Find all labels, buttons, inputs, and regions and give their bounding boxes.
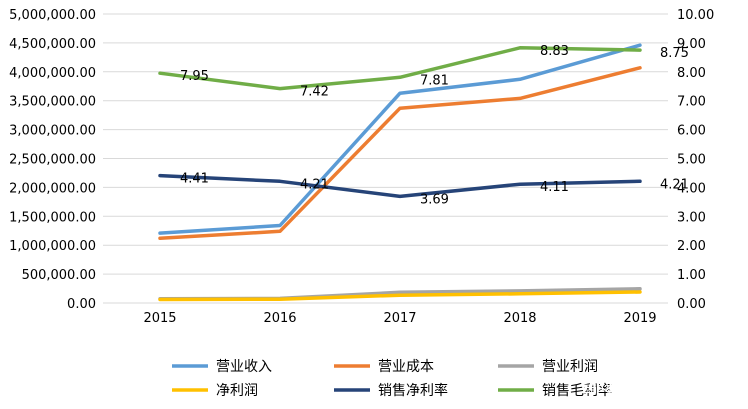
x-axis: 2015 2016 2017 2018 2019 bbox=[143, 311, 656, 326]
right-tick-label: 2.00 bbox=[677, 239, 706, 254]
right-tick-label: 8.00 bbox=[677, 66, 706, 81]
plot-area bbox=[158, 43, 642, 302]
x-tick-label: 2016 bbox=[263, 311, 296, 326]
data-labels: 4.41 4.21 3.69 4.11 4.21 7.95 7.42 7.81 8.83 8.75 bbox=[180, 44, 689, 208]
x-tick-label: 2017 bbox=[383, 311, 416, 326]
left-tick-label: 3,500,000.00 bbox=[9, 95, 96, 110]
data-label: 7.95 bbox=[180, 69, 209, 84]
right-tick-label: 10.00 bbox=[677, 8, 714, 23]
left-tick-label: 4,000,000.00 bbox=[9, 66, 96, 81]
left-tick-label: 3,000,000.00 bbox=[9, 124, 96, 139]
left-tick-label: 500,000.00 bbox=[22, 268, 96, 283]
right-tick-label: 5.00 bbox=[677, 153, 706, 168]
data-label: 7.42 bbox=[300, 85, 329, 100]
legend-label: 营业成本 bbox=[378, 359, 434, 375]
gridlines bbox=[103, 13, 668, 304]
x-tick-label: 2019 bbox=[623, 311, 656, 326]
data-label: 7.81 bbox=[420, 73, 449, 88]
left-tick-label: 0.00 bbox=[67, 297, 96, 312]
data-label: 3.69 bbox=[420, 192, 449, 207]
data-label: 4.21 bbox=[300, 177, 329, 192]
right-tick-label: 3.00 bbox=[677, 210, 706, 225]
series-line-2 bbox=[158, 66, 642, 241]
series-line-1 bbox=[158, 43, 642, 235]
left-tick-label: 2,000,000.00 bbox=[9, 181, 96, 196]
data-label: 8.75 bbox=[660, 46, 689, 61]
x-tick-label: 2018 bbox=[503, 311, 536, 326]
series-line-5 bbox=[158, 173, 642, 199]
data-label: 4.21 bbox=[660, 177, 689, 192]
watermark: 雪球：OT通 bbox=[582, 377, 674, 397]
left-tick-label: 1,000,000.00 bbox=[9, 239, 96, 254]
right-tick-label: 0.00 bbox=[677, 297, 706, 312]
series-line-4 bbox=[158, 290, 642, 302]
left-tick-label: 1,500,000.00 bbox=[9, 210, 96, 225]
left-tick-label: 2,500,000.00 bbox=[9, 153, 96, 168]
right-tick-label: 6.00 bbox=[677, 124, 706, 139]
right-tick-label: 9.00 bbox=[677, 37, 706, 52]
legend-label: 销售毛利率 bbox=[542, 382, 612, 399]
legend-label: 销售净利率 bbox=[378, 382, 448, 399]
x-tick-label: 2015 bbox=[143, 311, 176, 326]
legend-label: 净利润 bbox=[216, 383, 258, 399]
series-line-6 bbox=[158, 46, 642, 91]
data-label: 8.83 bbox=[540, 44, 569, 59]
data-label: 4.11 bbox=[540, 180, 569, 195]
legend-label: 营业收入 bbox=[216, 359, 272, 375]
right-tick-label: 7.00 bbox=[677, 95, 706, 110]
legend-label: 营业利润 bbox=[542, 359, 598, 375]
right-axis: 0.00 1.00 2.00 3.00 4.00 5.00 6.00 7.00 8.00 9.00… bbox=[677, 8, 714, 312]
right-tick-label: 4.00 bbox=[677, 181, 706, 196]
left-axis: 0.00 500,000.00 1,000,000.00 1,500,000.00 2,… bbox=[9, 8, 96, 312]
left-tick-label: 4,500,000.00 bbox=[9, 37, 96, 52]
right-tick-label: 1.00 bbox=[677, 268, 706, 283]
left-tick-label: 5,000,000.00 bbox=[9, 8, 96, 23]
data-label: 4.41 bbox=[180, 172, 209, 187]
